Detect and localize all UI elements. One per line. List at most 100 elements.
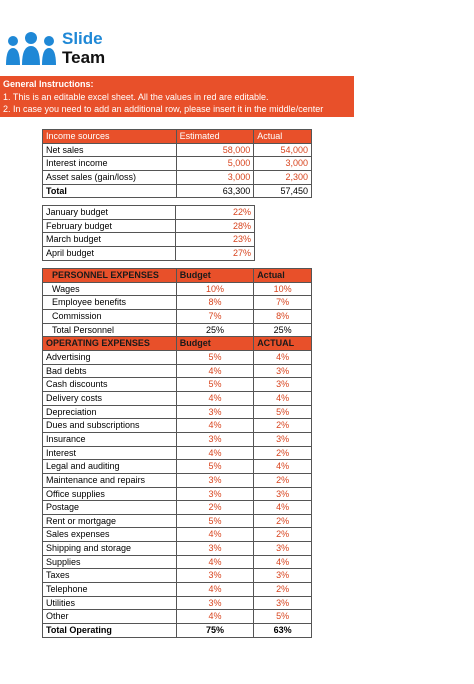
budget-percent[interactable]: 27% bbox=[175, 245, 255, 261]
income-header-row: Income sources Estimated Actual bbox=[42, 129, 312, 144]
operating-actual[interactable]: 4% bbox=[253, 554, 312, 570]
operating-item: Maintenance and repairs bbox=[42, 472, 177, 488]
personnel-actual[interactable]: 10% bbox=[253, 281, 312, 297]
operating-actual[interactable]: 2% bbox=[253, 445, 312, 461]
personnel-header-row: PERSONNEL EXPENSES Budget Actual bbox=[42, 268, 312, 283]
operating-budget[interactable]: 3% bbox=[175, 472, 255, 488]
operating-actual[interactable]: 2% bbox=[253, 472, 312, 488]
personnel-budget[interactable]: 8% bbox=[175, 295, 255, 310]
table-row: Depreciation 3% 5% bbox=[42, 404, 312, 420]
table-row: January budget 22% bbox=[41, 205, 255, 220]
instruction-line-2: 2. In case you need to add an additional… bbox=[3, 104, 324, 114]
personnel-total-budget: 25% bbox=[175, 322, 255, 338]
operating-item: Delivery costs bbox=[42, 390, 177, 406]
income-header-actual: Actual bbox=[253, 129, 312, 144]
operating-actual[interactable]: 3% bbox=[253, 541, 312, 556]
operating-actual[interactable]: 4% bbox=[253, 349, 312, 365]
income-actual[interactable]: 54,000 bbox=[253, 142, 312, 158]
operating-budget[interactable]: 3% bbox=[175, 486, 255, 502]
table-row: Telephone 4% 2% bbox=[42, 582, 312, 597]
budget-percent[interactable]: 22% bbox=[175, 205, 255, 220]
operating-total-row: Total Operating 75% 63% bbox=[42, 623, 312, 638]
income-total-estimated: 63,300 bbox=[175, 183, 255, 199]
operating-budget[interactable]: 4% bbox=[175, 554, 255, 570]
operating-actual[interactable]: 3% bbox=[253, 486, 312, 502]
personnel-total-actual: 25% bbox=[253, 322, 312, 338]
table-row: Postage 2% 4% bbox=[42, 500, 312, 515]
operating-budget[interactable]: 3% bbox=[175, 541, 255, 556]
logo-word-team: Team bbox=[62, 48, 106, 67]
income-estimated[interactable]: 3,000 bbox=[175, 169, 255, 185]
operating-budget[interactable]: 5% bbox=[175, 377, 255, 392]
personnel-header-budget: Budget bbox=[175, 268, 255, 283]
income-actual[interactable]: 3,000 bbox=[253, 156, 312, 171]
operating-budget[interactable]: 4% bbox=[175, 527, 255, 543]
income-table: Income sources Estimated Actual Net sale… bbox=[42, 129, 312, 199]
operating-budget[interactable]: 4% bbox=[175, 390, 255, 406]
operating-budget[interactable]: 4% bbox=[175, 609, 255, 625]
table-row: Bad debts 4% 3% bbox=[42, 363, 312, 379]
budget-percent[interactable]: 23% bbox=[175, 232, 255, 247]
operating-header-row: OPERATING EXPENSES Budget ACTUAL bbox=[42, 336, 312, 351]
operating-item: Dues and subscriptions bbox=[42, 418, 177, 433]
budget-percent[interactable]: 28% bbox=[175, 218, 255, 234]
operating-actual[interactable]: 3% bbox=[253, 568, 312, 584]
operating-actual[interactable]: 3% bbox=[253, 377, 312, 392]
table-row: Interest 4% 2% bbox=[42, 445, 312, 461]
income-source: Net sales bbox=[42, 142, 177, 158]
operating-budget[interactable]: 2% bbox=[175, 500, 255, 515]
operating-actual[interactable]: 2% bbox=[253, 513, 312, 529]
operating-item: Other bbox=[42, 609, 177, 625]
operating-actual[interactable]: 2% bbox=[253, 418, 312, 433]
operating-item: Rent or mortgage bbox=[42, 513, 177, 529]
personnel-budget[interactable]: 7% bbox=[175, 308, 255, 324]
personnel-actual[interactable]: 8% bbox=[253, 308, 312, 324]
operating-budget[interactable]: 4% bbox=[175, 418, 255, 433]
operating-budget[interactable]: 5% bbox=[175, 459, 255, 474]
operating-actual[interactable]: 3% bbox=[253, 595, 312, 611]
operating-item: Supplies bbox=[42, 554, 177, 570]
table-row: Employee benefits 8% 7% bbox=[42, 295, 312, 310]
income-estimated[interactable]: 5,000 bbox=[175, 156, 255, 171]
operating-header-actual: ACTUAL bbox=[253, 336, 312, 351]
operating-actual[interactable]: 2% bbox=[253, 582, 312, 597]
table-row: Wages 10% 10% bbox=[42, 281, 312, 297]
income-actual[interactable]: 2,300 bbox=[253, 169, 312, 185]
table-row: Taxes 3% 3% bbox=[42, 568, 312, 584]
income-estimated[interactable]: 58,000 bbox=[175, 142, 255, 158]
personnel-budget[interactable]: 10% bbox=[175, 281, 255, 297]
operating-budget[interactable]: 3% bbox=[175, 404, 255, 420]
operating-item: Taxes bbox=[42, 568, 177, 584]
operating-budget[interactable]: 3% bbox=[175, 568, 255, 584]
slideteam-logo: Slide Team bbox=[4, 30, 144, 68]
operating-actual[interactable]: 4% bbox=[253, 500, 312, 515]
operating-budget[interactable]: 4% bbox=[175, 363, 255, 379]
operating-budget[interactable]: 4% bbox=[175, 445, 255, 461]
operating-actual[interactable]: 3% bbox=[253, 431, 312, 447]
operating-actual[interactable]: 4% bbox=[253, 390, 312, 406]
table-row: Utilities 3% 3% bbox=[42, 595, 312, 611]
operating-budget[interactable]: 3% bbox=[175, 431, 255, 447]
operating-actual[interactable]: 5% bbox=[253, 404, 312, 420]
table-row: Net sales 58,000 54,000 bbox=[42, 142, 312, 158]
personnel-actual[interactable]: 7% bbox=[253, 295, 312, 310]
operating-actual[interactable]: 4% bbox=[253, 459, 312, 474]
operating-actual[interactable]: 2% bbox=[253, 527, 312, 543]
team-people-icon bbox=[6, 32, 56, 65]
operating-actual[interactable]: 5% bbox=[253, 609, 312, 625]
operating-item: Advertising bbox=[42, 349, 177, 365]
table-row: Advertising 5% 4% bbox=[42, 349, 312, 365]
operating-item: Office supplies bbox=[42, 486, 177, 502]
operating-actual[interactable]: 3% bbox=[253, 363, 312, 379]
table-row: Other 4% 5% bbox=[42, 609, 312, 625]
operating-item: Telephone bbox=[42, 582, 177, 597]
income-source: Interest income bbox=[42, 156, 177, 171]
operating-budget[interactable]: 3% bbox=[175, 595, 255, 611]
operating-budget[interactable]: 5% bbox=[175, 349, 255, 365]
operating-budget[interactable]: 5% bbox=[175, 513, 255, 529]
table-row: Sales expenses 4% 2% bbox=[42, 527, 312, 543]
personnel-item: Wages bbox=[42, 281, 177, 297]
budget-month: March budget bbox=[41, 232, 177, 247]
instructions-heading: General Instructions: bbox=[3, 79, 94, 89]
operating-budget[interactable]: 4% bbox=[175, 582, 255, 597]
